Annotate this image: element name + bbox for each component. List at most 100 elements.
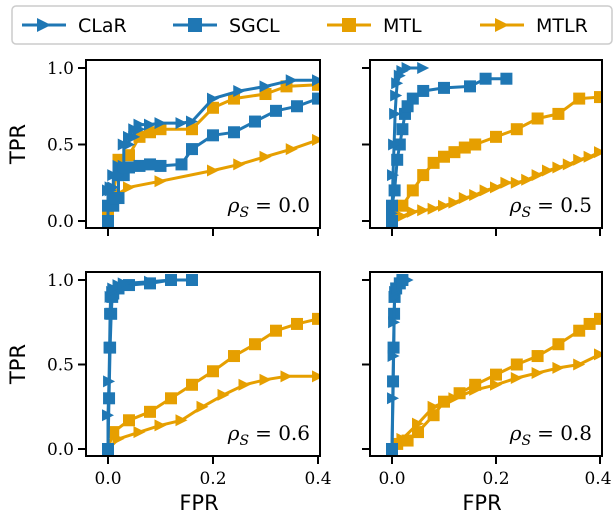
series-line	[390, 278, 409, 450]
data-point	[249, 115, 261, 128]
legend-label: SGCL	[229, 15, 280, 37]
x-tick-label: 0.0	[94, 469, 121, 489]
data-point	[438, 395, 450, 408]
data-point	[406, 92, 419, 105]
data-point	[165, 392, 177, 405]
data-point	[388, 138, 401, 151]
data-point	[312, 133, 320, 146]
data-point	[401, 62, 414, 74]
data-point	[387, 392, 400, 405]
data-point	[531, 169, 544, 182]
data-point	[417, 62, 430, 74]
data-point	[417, 204, 430, 217]
series-clar	[386, 62, 430, 227]
data-point	[469, 138, 482, 151]
data-point	[510, 176, 523, 189]
data-point	[123, 149, 135, 162]
data-point	[175, 117, 188, 130]
data-point	[469, 188, 482, 201]
y-tick-label: 0.5	[47, 136, 74, 156]
data-point	[438, 199, 450, 212]
data-point	[207, 129, 219, 142]
data-point	[207, 92, 219, 105]
data-point	[531, 350, 544, 363]
data-point	[196, 400, 209, 413]
data-point	[552, 161, 565, 174]
x-tick-label: 0.4	[584, 469, 611, 489]
data-point	[133, 118, 146, 131]
data-point	[406, 205, 419, 218]
data-point	[270, 324, 282, 337]
data-point	[438, 81, 450, 94]
data-point	[542, 164, 554, 177]
data-point	[133, 426, 146, 439]
data-point	[103, 341, 116, 354]
data-point	[406, 184, 419, 197]
x-tick-label: 0.0	[378, 469, 405, 489]
data-point	[144, 126, 156, 139]
data-point	[186, 378, 198, 391]
data-point	[249, 338, 261, 351]
data-point	[490, 378, 502, 391]
data-point	[573, 358, 586, 371]
data-point	[552, 361, 565, 374]
rho-annotation: ρS = 0.5	[509, 193, 592, 221]
data-point	[154, 159, 167, 172]
data-point	[102, 409, 114, 422]
data-point	[228, 350, 240, 363]
data-point	[285, 74, 298, 87]
data-point	[552, 338, 565, 351]
series-clar	[102, 74, 320, 227]
series-sgcl	[102, 92, 320, 227]
panel-3: 0.0 0.5 1.0 0.0 0.2 0.4 TPR FPR ρS = 0.6	[6, 271, 332, 515]
data-point	[573, 92, 586, 105]
data-point	[144, 275, 156, 288]
plot-area	[386, 274, 602, 455]
data-point	[469, 378, 482, 391]
data-point	[427, 156, 440, 169]
legend-entry-mtl: MTL	[327, 15, 422, 37]
data-point	[154, 175, 167, 188]
data-point	[291, 100, 303, 113]
data-point	[396, 210, 409, 223]
data-point	[490, 130, 502, 143]
legend-entry-mtlr: MTLR	[480, 15, 588, 37]
panel-2: ρS = 0.5	[362, 59, 603, 236]
y-tick-label: 1.0	[47, 271, 74, 291]
data-point	[133, 159, 146, 172]
data-point	[154, 419, 167, 432]
data-point	[594, 91, 602, 104]
data-point	[186, 115, 198, 128]
data-point	[390, 89, 403, 102]
data-point	[412, 426, 424, 439]
data-point	[396, 199, 409, 212]
rho-annotation: ρS = 0.6	[227, 421, 310, 449]
plot-area	[102, 74, 320, 227]
data-point	[417, 84, 430, 97]
legend: CLaR SGCL MTL MTLR	[11, 5, 613, 45]
data-point	[427, 409, 440, 422]
data-point	[102, 215, 114, 227]
data-point	[458, 141, 471, 154]
data-point	[175, 414, 188, 427]
data-point	[458, 192, 471, 205]
data-point	[233, 158, 246, 171]
data-point	[562, 158, 575, 171]
data-point	[490, 181, 502, 194]
data-point	[312, 74, 320, 87]
data-point	[186, 274, 198, 286]
series-clar	[386, 274, 414, 455]
data-point	[207, 101, 219, 114]
data-point	[233, 84, 246, 97]
data-point	[175, 158, 188, 171]
y-tick-label: 0.0	[47, 212, 74, 232]
data-point	[123, 138, 135, 151]
plot-area	[386, 62, 602, 227]
data-point	[401, 434, 414, 447]
legend-entry-clar: CLaR	[22, 15, 127, 37]
data-point	[144, 405, 156, 418]
data-point	[594, 146, 602, 159]
data-point	[128, 130, 141, 143]
data-point	[207, 164, 219, 177]
